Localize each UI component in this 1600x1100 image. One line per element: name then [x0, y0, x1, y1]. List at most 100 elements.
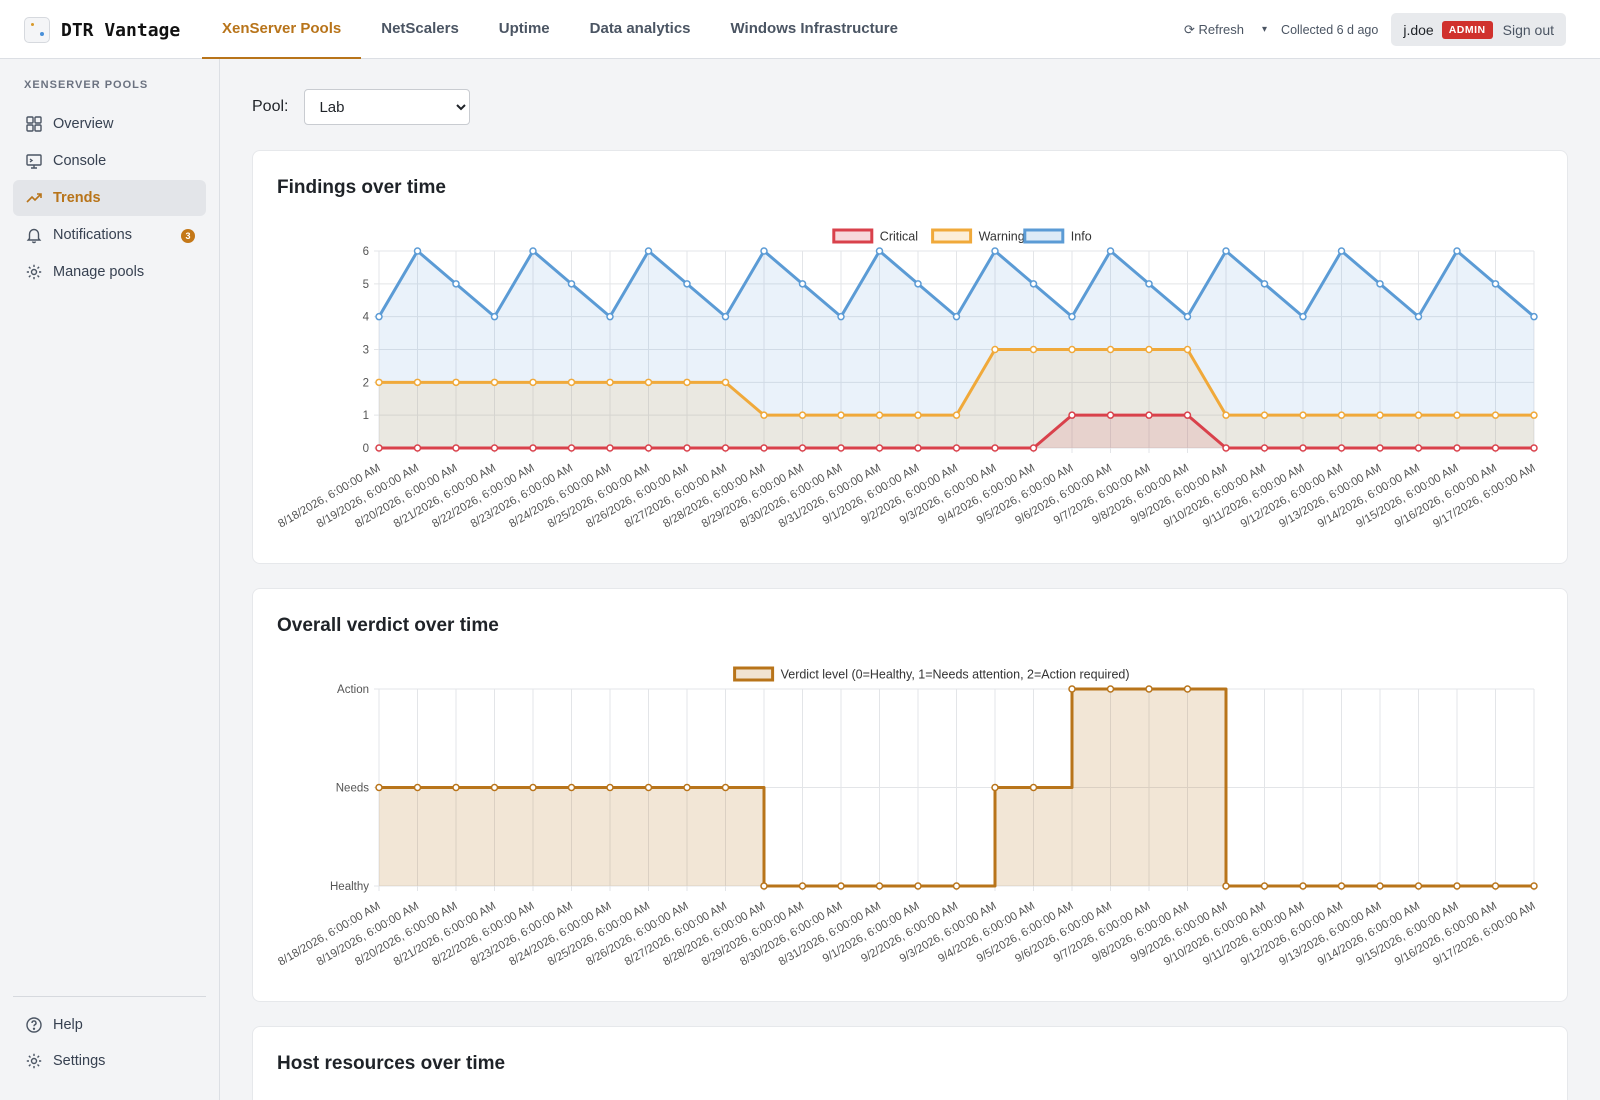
data-point	[644, 247, 653, 255]
data-point	[875, 882, 884, 890]
data-point	[1068, 411, 1076, 419]
legend-label: Info	[1071, 230, 1092, 244]
sidebar-item-label: Help	[53, 1017, 83, 1033]
data-point	[1106, 345, 1115, 354]
data-point	[721, 378, 730, 387]
data-point	[1260, 882, 1269, 890]
data-point	[1491, 280, 1500, 288]
data-point	[1414, 444, 1423, 452]
data-point	[1068, 345, 1076, 354]
data-point	[952, 312, 961, 321]
sidebar-item-label: Trends	[53, 190, 101, 206]
data-point	[1260, 280, 1269, 288]
pool-label: Pool:	[252, 98, 289, 115]
data-point	[1068, 685, 1076, 693]
data-point	[606, 378, 614, 387]
sidebar-item-console[interactable]: Console	[13, 143, 206, 179]
refresh-button[interactable]: ⟳ Refresh	[1183, 21, 1245, 37]
data-point	[1491, 444, 1500, 452]
data-point	[1222, 444, 1230, 452]
pool-selector-row: Pool: Lab	[252, 89, 471, 125]
data-point	[529, 444, 537, 452]
data-point	[567, 444, 576, 452]
y-tick-label: 1	[363, 410, 369, 422]
sidebar-item-label: Overview	[53, 116, 114, 132]
data-point	[683, 783, 691, 792]
grid-icon	[25, 115, 43, 133]
data-point	[567, 783, 576, 792]
data-point	[567, 280, 576, 288]
data-point	[529, 783, 537, 792]
sidebar-item-label: Settings	[53, 1053, 106, 1069]
data-point	[644, 783, 653, 792]
sidebar-item-settings[interactable]: Settings	[13, 1043, 206, 1079]
host-resources-title: Host resources over time	[277, 1053, 506, 1074]
data-point	[1414, 882, 1423, 890]
sidebar-item-manage-pools[interactable]: Manage pools	[13, 254, 206, 290]
data-point	[413, 783, 422, 792]
data-point	[1414, 312, 1423, 321]
sidebar-item-label: Manage pools	[53, 264, 145, 280]
data-point	[1145, 685, 1153, 693]
series-area	[379, 251, 1534, 448]
sidebar-item-label: Notifications	[53, 227, 132, 243]
series-line	[379, 687, 1534, 888]
legend-swatch	[931, 228, 973, 244]
app-logo-icon	[24, 17, 50, 43]
data-point	[490, 783, 499, 792]
data-point	[1145, 411, 1153, 419]
sidebar-item-notifications[interactable]: Notifications 3	[13, 217, 206, 253]
findings-card: Findings over time 0 1 2 3 4 5 6 8/18/2026, 6:0…	[252, 150, 1568, 564]
sidebar-item-help[interactable]: Help	[13, 1007, 206, 1043]
data-point	[1183, 411, 1192, 419]
sidebar-item-trends[interactable]: Trends	[13, 180, 206, 216]
tab-uptime[interactable]: Uptime	[498, 20, 550, 37]
data-point	[606, 783, 614, 792]
data-point	[452, 280, 460, 288]
brand[interactable]: DTR Vantage	[24, 16, 180, 44]
data-point	[452, 378, 460, 387]
sign-out-button[interactable]: Sign out	[1502, 21, 1554, 38]
toolbar-right: ⟳ Refresh ▾ Collected 6 d ago j.doe ADMI…	[1184, 13, 1566, 46]
y-tick-label: 4	[363, 312, 370, 324]
bell-icon	[25, 226, 43, 244]
data-point	[837, 312, 845, 321]
verdict-title: Overall verdict over time	[277, 615, 499, 636]
data-point	[1222, 411, 1230, 419]
data-point	[606, 444, 614, 452]
data-point	[952, 882, 961, 890]
data-point	[1299, 444, 1307, 452]
gear-icon	[25, 263, 43, 281]
gear-icon	[25, 1052, 43, 1070]
y-tick-label: Needs	[336, 783, 369, 795]
pool-select[interactable]: Lab	[304, 89, 471, 125]
tab-data-analytics[interactable]: Data analytics	[589, 20, 691, 37]
data-point	[490, 312, 499, 321]
tab-netscalers[interactable]: NetScalers	[381, 20, 459, 37]
refresh-options-chevron-down-icon[interactable]: ▾	[1262, 24, 1268, 35]
data-point	[1068, 312, 1076, 321]
role-badge: ADMIN	[1441, 20, 1493, 39]
sidebar-item-overview[interactable]: Overview	[13, 106, 206, 142]
legend-label: Critical	[880, 230, 918, 244]
y-tick-label: Action	[337, 684, 369, 696]
sidebar: XENSERVER POOLS Overview Console Trends …	[0, 59, 220, 1100]
data-point	[760, 444, 768, 452]
data-point	[644, 378, 653, 387]
tab-windows-infrastructure[interactable]: Windows Infrastructure	[730, 20, 898, 37]
data-point	[1453, 882, 1461, 890]
tab-xenserver-pools[interactable]: XenServer Pools	[202, 0, 362, 59]
legend-swatch	[1023, 228, 1065, 244]
data-point	[1183, 345, 1192, 354]
data-point	[683, 378, 691, 387]
data-point	[1491, 882, 1500, 890]
data-point	[413, 444, 422, 452]
data-point	[1530, 411, 1538, 419]
findings-title: Findings over time	[277, 177, 446, 198]
main-nav: XenServer Pools NetScalers Uptime Data a…	[202, 0, 918, 59]
data-point	[1376, 882, 1384, 890]
data-point	[798, 882, 807, 890]
data-point	[1376, 444, 1384, 452]
